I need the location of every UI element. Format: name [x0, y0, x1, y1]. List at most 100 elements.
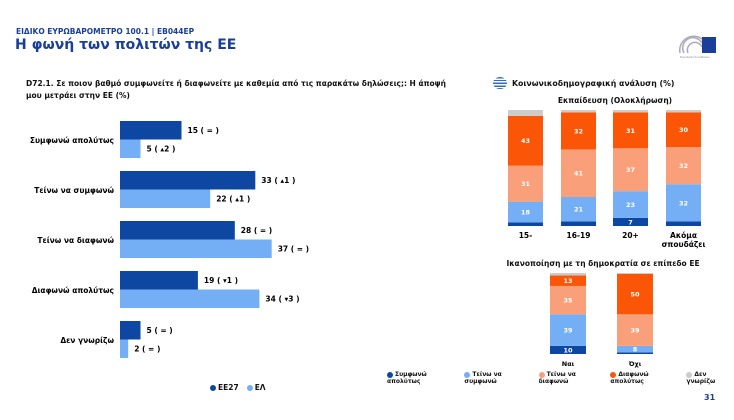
greece-flag-icon: [493, 77, 507, 89]
legend-label: ΕΛ: [254, 383, 266, 392]
stack-segment: [613, 110, 648, 113]
report-kicker: ΕΙΔΙΚΟ ΕΥΡΩΒΑΡΟΜΕΤΡΟ 100.1 | EB044EP: [16, 27, 195, 36]
bar-el: [120, 289, 260, 308]
category-label: 20+: [622, 231, 639, 240]
stack-segment: [666, 221, 701, 226]
segment-label: 10: [563, 346, 573, 354]
stack-segment: [561, 197, 596, 222]
segment-label: 23: [626, 201, 635, 209]
stack-segment: [508, 165, 543, 202]
stack-segment: [561, 110, 596, 113]
category-label: Ακόμα σπουδάζει: [662, 231, 706, 249]
legend-item: Δεν γνωρίζω: [686, 371, 734, 385]
data-label: 33 ( ▴1 ): [261, 176, 295, 185]
stack-segment: [617, 273, 653, 274]
stack-segment: [508, 222, 543, 226]
bar-eu27: [120, 171, 256, 190]
legend-label: Τείνω να διαφωνώ: [538, 371, 576, 385]
data-label: 37 ( = ): [278, 245, 309, 254]
satisfaction-chart-title: Ικανοποίηση με τη δημοκρατία σε επίπεδο …: [506, 259, 700, 268]
stack-segment: [550, 275, 586, 286]
stack-segment: [550, 314, 586, 346]
stack-segment: [617, 273, 653, 315]
legend-dot: [464, 371, 471, 378]
category-label: 16-19: [567, 231, 591, 240]
stack-segment: [613, 112, 648, 149]
european-parliament-logo: Ευρωπαϊκό Κοινοβούλιο: [672, 33, 718, 59]
legend-item: ΕΕ27: [210, 383, 239, 392]
stack-legend: Συμφωνώ απολύτως Τείνω να συμφωνώ Τείνω να…: [387, 371, 734, 385]
education-chart-title: Εκπαίδευση (Ολοκλήρωση): [557, 96, 673, 105]
category-label: Τείνω να συμφωνώ: [34, 186, 114, 195]
page-number: 31: [704, 393, 716, 402]
stack-segment: [508, 115, 543, 166]
stack-segment: [561, 149, 596, 197]
bar-el: [120, 139, 141, 158]
bar-eu27: [120, 121, 182, 140]
stack-segment: [550, 273, 586, 276]
legend-item: ΕΛ: [246, 383, 266, 392]
stack-segment: [666, 110, 701, 113]
category-label: Διαφωνώ απολύτως: [32, 286, 114, 295]
stack-segment: [666, 147, 701, 185]
legend-item: Διαφωνώ απολύτως: [610, 371, 679, 385]
segment-label: 50: [630, 291, 640, 299]
segment-label: 32: [574, 127, 583, 135]
bar-el: [120, 339, 129, 358]
question-text: D72.1. Σε ποιον βαθμό συμφωνείτε ή διαφω…: [26, 79, 446, 100]
data-label: 15 ( = ): [188, 126, 219, 135]
stack-segment: [508, 110, 543, 116]
segment-label: 21: [574, 206, 584, 214]
bar-el: [120, 189, 211, 208]
bar-eu27: [120, 321, 141, 340]
segment-label: 37: [626, 166, 635, 174]
category-label: Συμφωνώ απολύτως: [30, 136, 114, 145]
stack-segment: [550, 285, 586, 315]
bar-eu27: [120, 271, 198, 290]
svg-text:Ευρωπαϊκό Κοινοβούλιο: Ευρωπαϊκό Κοινοβούλιο: [680, 55, 710, 59]
legend-dot: [387, 371, 393, 378]
segment-label: 43: [521, 137, 530, 145]
stack-segment: [508, 201, 543, 223]
stack-segment: [561, 221, 596, 226]
segment-label: 39: [630, 327, 640, 335]
stack-segment: [666, 112, 701, 148]
category-label: 15-: [519, 231, 533, 240]
stack-segment: [617, 314, 653, 346]
data-label: 22 ( ▴1 ): [216, 195, 250, 204]
legend-label: Διαφωνώ απολύτως: [610, 371, 649, 385]
legend-label: Συμφωνώ απολύτως: [387, 371, 427, 385]
segment-label: 8: [633, 346, 638, 354]
stack-segment: [617, 345, 653, 353]
legend-label: ΕΕ27: [218, 383, 239, 392]
data-label: 5 ( = ): [147, 326, 173, 335]
segment-label: 18: [521, 209, 531, 217]
legend-item: Συμφωνώ απολύτως: [387, 371, 457, 385]
segment-label: 35: [563, 297, 573, 305]
stack-segment: [561, 112, 596, 150]
data-label: 5 ( ▴2 ): [147, 145, 176, 154]
legend-label: Τείνω να συμφωνώ: [464, 371, 502, 385]
bar-eu27: [120, 221, 235, 240]
stack-segment: [617, 352, 653, 354]
legend-item: Τείνω να διαφωνώ: [538, 371, 604, 385]
stack-segment: [550, 345, 586, 354]
stack-segment: [613, 148, 648, 192]
segment-label: 41: [574, 170, 584, 178]
left-legend: ΕΕ27 ΕΛ: [210, 383, 266, 392]
segment-label: 32: [679, 199, 688, 207]
stack-segment: [666, 184, 701, 222]
category-label: Ναι: [562, 360, 575, 368]
segment-label: 32: [679, 162, 688, 170]
socio-title: Κοινωνικοδημογραφική ανάλυση (%): [512, 79, 675, 88]
segment-label: 7: [628, 218, 633, 226]
data-label: 19 ( ▾1 ): [204, 276, 238, 285]
legend-dot: [610, 371, 617, 378]
segment-label: 30: [679, 126, 689, 134]
bar-el: [120, 239, 272, 258]
stack-segment: [613, 217, 648, 226]
stack-segment: [613, 191, 648, 218]
legend-dot: [210, 385, 216, 391]
category-label: Όχι: [628, 360, 642, 368]
